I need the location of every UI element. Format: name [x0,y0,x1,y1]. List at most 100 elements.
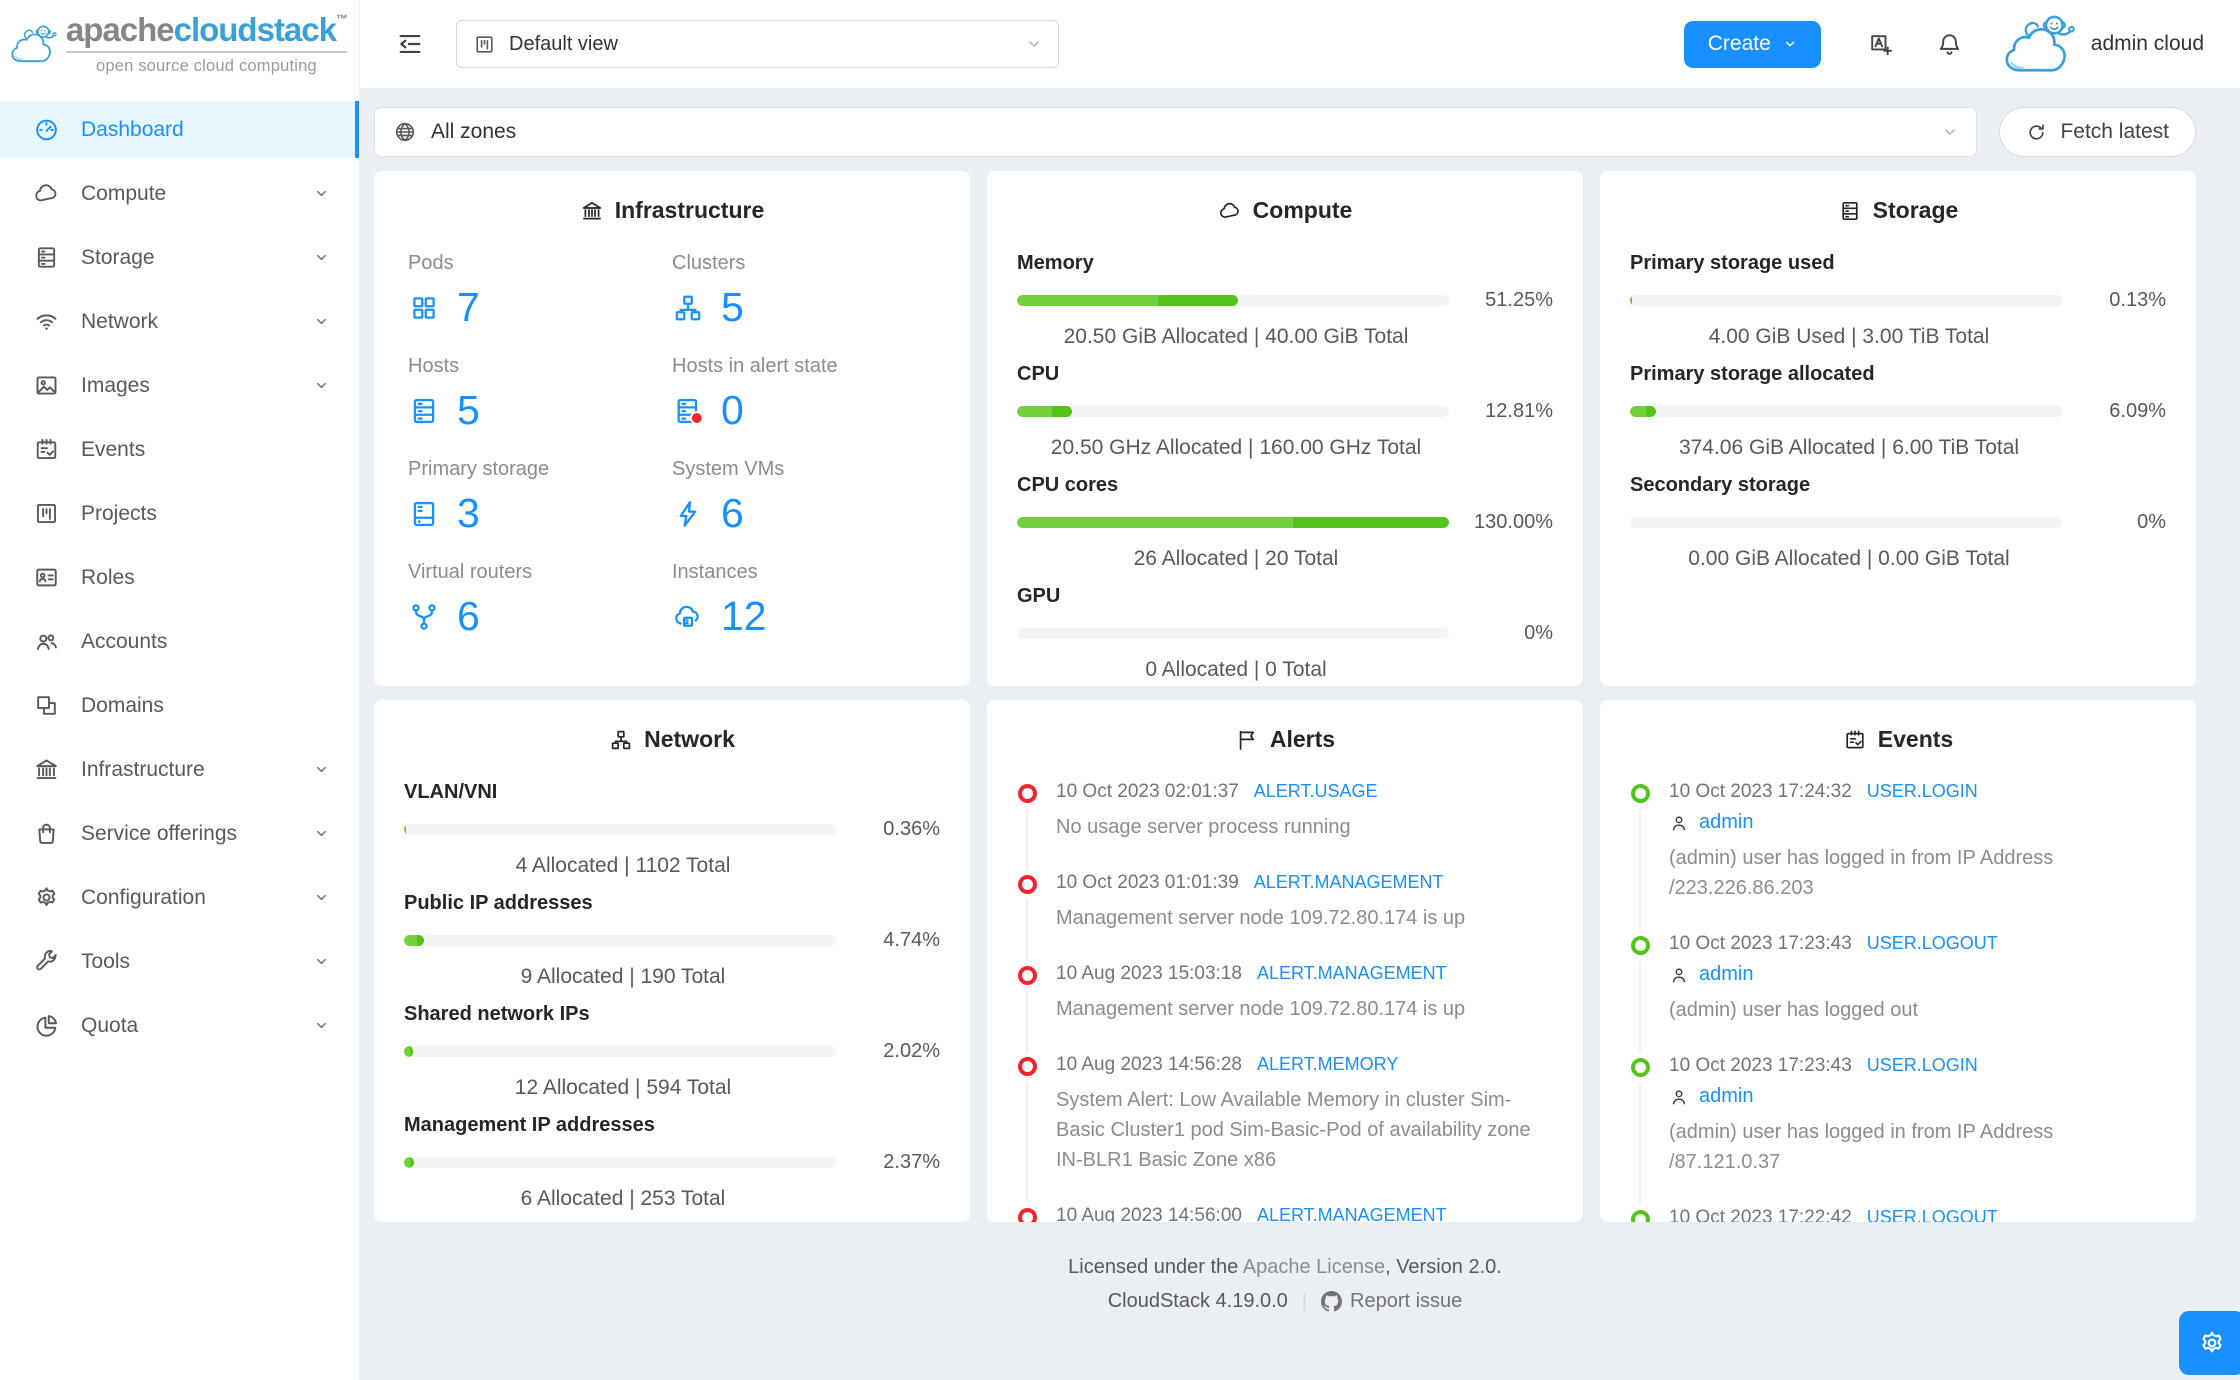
fetch-latest-button[interactable]: Fetch latest [1999,107,2196,157]
cluster-icon [609,728,633,752]
main-area: Default view Create admin cloud All zone… [360,0,2240,1380]
progress-row-secondary-storage: Secondary storage 0% 0.00 GiB Allocated … [1630,474,2166,570]
sidebar-item-storage[interactable]: Storage [0,229,359,286]
sidebar-item-configuration[interactable]: Configuration [0,869,359,926]
progress-track [404,824,836,835]
sidebar-item-network[interactable]: Network [0,293,359,350]
event-type-link[interactable]: USER.LOGOUT [1866,1207,1998,1222]
event-user-link[interactable]: admin [1699,963,1754,985]
sidebar-item-dashboard[interactable]: Dashboard [0,101,359,158]
report-issue-link[interactable]: Report issue [1321,1284,1462,1318]
database-icon [33,244,60,271]
cloud-icon [1218,199,1242,223]
database-icon [1838,199,1862,223]
zone-selector[interactable]: All zones [374,107,1978,157]
create-button[interactable]: Create [1683,20,1821,68]
stat-virtual-routers: Virtual routers 6 [408,561,533,639]
flag-icon [1235,728,1259,752]
event-item: 10 Oct 2023 17:24:32 USER.LOGIN admin (ad… [1630,781,2166,931]
alert-type-link[interactable]: ALERT.MANAGEMENT [1256,963,1447,983]
event-dot [1631,784,1650,803]
progress-row-public-ip: Public IP addresses 4.74% 9 Allocated | … [404,892,940,988]
alert-item: 10 Oct 2023 01:01:39 ALERT.MANAGEMENT Man… [1017,872,1553,961]
event-user-link[interactable]: admin [1699,1085,1754,1107]
alert-item: 10 Oct 2023 02:01:37 ALERT.USAGE No usage… [1017,781,1553,870]
appstore-icon [408,292,440,324]
globe-icon [393,120,417,144]
menu-fold-icon[interactable] [396,30,424,58]
apache-license-link[interactable]: Apache License [1242,1256,1386,1278]
app-logo[interactable]: apachecloudstack™ open source cloud comp… [0,0,359,88]
sidebar-item-images[interactable]: Images [0,357,359,414]
calendar-check-icon [33,436,60,463]
chevron-down-icon [314,826,329,841]
sidebar-item-accounts[interactable]: Accounts [0,613,359,670]
events-card: Events 10 Oct 2023 17:24:32 USER.LOGIN ad… [1600,700,2196,1222]
bank-icon [33,756,60,783]
event-type-link[interactable]: USER.LOGIN [1866,1055,1978,1075]
calendar-check-icon [1843,728,1867,752]
alert-dot [1018,966,1037,985]
sidebar-item-service-offerings[interactable]: Service offerings [0,805,359,862]
github-icon [1321,1291,1342,1312]
view-selector-value: Default view [509,32,618,55]
footer: Licensed under the Apache License, Versi… [374,1250,2196,1318]
alert-type-link[interactable]: ALERT.MANAGEMENT [1253,872,1444,892]
event-dot [1631,1210,1650,1222]
sidebar-item-domains[interactable]: Domains [0,677,359,734]
alert-item: 10 Aug 2023 14:56:00 ALERT.MANAGEMENT [1017,1205,1553,1222]
chevron-down-icon [314,954,329,969]
avatar[interactable] [2001,12,2079,76]
translate-icon[interactable] [1867,31,1894,58]
bank-icon [580,199,604,223]
stat-hosts: Hosts 5 [408,355,480,433]
thunderbolt-icon [672,498,704,530]
progress-track [1630,406,2062,417]
alert-dot [1018,1208,1037,1222]
top-bar: Default view Create admin cloud [360,0,2240,88]
progress-track [1017,295,1449,306]
wrench-icon [33,948,60,975]
view-selector[interactable]: Default view [456,20,1059,68]
sidebar-item-events[interactable]: Events [0,421,359,478]
stat-hosts-alert: Hosts in alert state 0 [672,355,838,433]
alert-type-link[interactable]: ALERT.USAGE [1253,781,1378,801]
sidebar-item-compute[interactable]: Compute [0,165,359,222]
progress-row-cpu-cores: CPU cores 130.00% 26 Allocated | 20 Tota… [1017,474,1553,570]
chevron-down-icon [314,250,329,265]
bell-icon[interactable] [1936,31,1963,58]
sidebar-item-quota[interactable]: Quota [0,997,359,1054]
progress-track [404,1046,836,1057]
alerts-card: Alerts 10 Oct 2023 02:01:37 ALERT.USAGE N… [987,700,1583,1222]
progress-row-management-ip: Management IP addresses 2.37% 6 Allocate… [404,1114,940,1210]
zone-bar: All zones Fetch latest [374,107,2196,157]
chevron-down-icon [1783,37,1797,51]
event-type-link[interactable]: USER.LOGOUT [1866,933,1998,953]
sidebar-item-roles[interactable]: Roles [0,549,359,606]
version-label: CloudStack 4.19.0.0 [1107,1290,1288,1312]
event-item: 10 Oct 2023 17:22:42 USER.LOGOUT [1630,1207,2166,1222]
alert-type-link[interactable]: ALERT.MEMORY [1256,1054,1399,1074]
alert-type-link[interactable]: ALERT.MANAGEMENT [1256,1205,1447,1222]
sidebar-item-infrastructure[interactable]: Infrastructure [0,741,359,798]
hdd-icon [408,498,440,530]
settings-corner-button[interactable] [2179,1311,2240,1375]
monkey-cloud-logo-icon [10,5,58,83]
events-card-title: Events [1630,726,2166,753]
event-item: 10 Oct 2023 17:23:43 USER.LOGIN admin (ad… [1630,1055,2166,1205]
progress-track [1017,406,1449,417]
sidebar-item-tools[interactable]: Tools [0,933,359,990]
blocks-icon [33,692,60,719]
sidebar-item-projects[interactable]: Projects [0,485,359,542]
stat-system-vms: System VMs 6 [672,458,785,536]
user-name[interactable]: admin cloud [2090,32,2204,55]
event-type-link[interactable]: USER.LOGIN [1866,781,1978,801]
compute-card: Compute Memory 51.25% 20.50 GiB Allocate… [987,171,1583,686]
logo-wordmark: apachecloudstack™ [65,13,348,53]
reload-icon [2026,122,2047,143]
user-icon [1669,813,1689,833]
gear-icon [2197,1328,2227,1358]
project-board-icon [33,500,60,527]
event-user-link[interactable]: admin [1699,811,1754,833]
license-line: Licensed under the Apache License, Versi… [1068,1256,1502,1278]
